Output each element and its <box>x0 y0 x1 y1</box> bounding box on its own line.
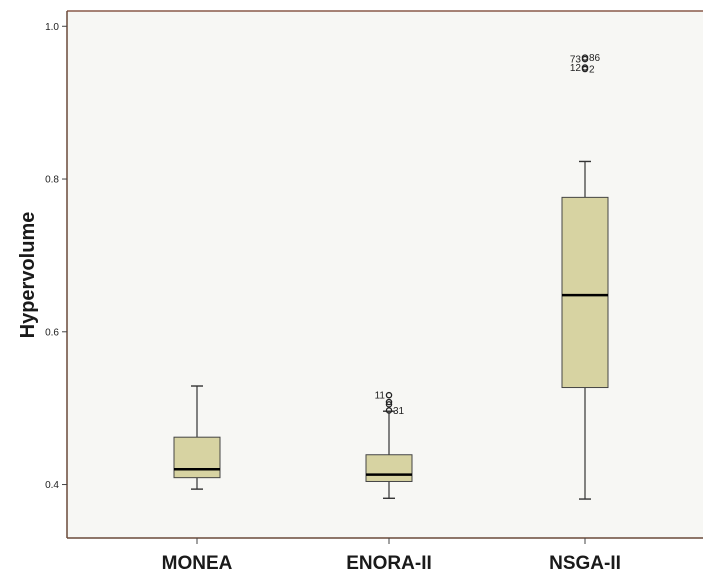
iqr-box <box>173 436 221 479</box>
y-tick-label: 0.8 <box>45 175 59 186</box>
y-axis-label: Hypervolume <box>17 212 39 339</box>
outlier-point <box>581 54 589 61</box>
box-group: 11 31 <box>365 391 413 499</box>
outlier-point <box>581 65 589 73</box>
y-tick-label: 0.6 <box>45 327 59 338</box>
x-category-label: ENORA-II <box>346 553 432 574</box>
outlier-point <box>385 391 393 399</box>
x-axis-labels: MONEA ENORA-II NSGA-II <box>162 538 621 574</box>
outlier-label: 12 <box>570 63 582 74</box>
outlier-label: 2 <box>589 65 595 76</box>
outlier-point <box>385 401 393 408</box>
iqr-box <box>365 454 413 482</box>
y-tick-label: 1.0 <box>45 22 59 33</box>
outlier-point <box>385 398 393 406</box>
outlier-label: 73 <box>570 55 582 66</box>
outlier-label: 86 <box>589 53 601 64</box>
x-category-label: MONEA <box>162 553 233 574</box>
y-axis-ticks: 0.4 0.6 0.8 1.0 <box>45 22 67 491</box>
box-group: 73 86 12 2 <box>561 53 609 500</box>
iqr-box <box>561 196 609 389</box>
x-category-label: NSGA-II <box>549 553 621 574</box>
outlier-label: 11 <box>375 391 386 402</box>
outlier-point <box>385 407 393 414</box>
boxes: 11 31 73 86 12 2 <box>173 53 609 500</box>
box-group <box>173 385 221 490</box>
outlier-label: 31 <box>393 406 405 417</box>
y-tick-label: 0.4 <box>45 480 59 491</box>
